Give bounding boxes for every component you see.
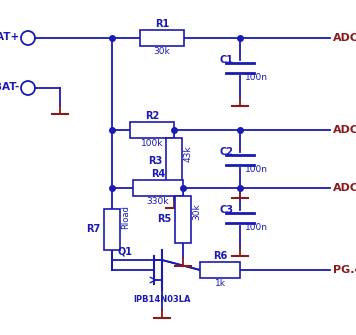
Text: R3: R3 xyxy=(148,156,162,166)
FancyBboxPatch shape xyxy=(133,180,183,196)
FancyBboxPatch shape xyxy=(130,122,174,138)
Text: 100n: 100n xyxy=(245,73,268,82)
Text: 330k: 330k xyxy=(147,198,169,206)
Text: C1: C1 xyxy=(220,55,234,65)
FancyBboxPatch shape xyxy=(166,138,182,185)
Text: IPB14N03LA: IPB14N03LA xyxy=(133,295,190,305)
Text: 1k: 1k xyxy=(215,279,225,288)
Text: 30k: 30k xyxy=(154,48,171,57)
Text: BAT+: BAT+ xyxy=(0,32,19,42)
Text: C3: C3 xyxy=(220,205,234,215)
FancyBboxPatch shape xyxy=(104,208,120,250)
Text: PG.4: PG.4 xyxy=(333,265,356,275)
Text: R5: R5 xyxy=(157,214,171,224)
Text: R4: R4 xyxy=(151,169,165,179)
Text: 100n: 100n xyxy=(245,223,268,232)
FancyBboxPatch shape xyxy=(175,196,191,243)
Text: 43k: 43k xyxy=(183,145,193,161)
Text: BAT-: BAT- xyxy=(0,82,19,92)
Text: R1: R1 xyxy=(155,19,169,29)
FancyBboxPatch shape xyxy=(140,30,184,46)
Text: Q1: Q1 xyxy=(118,247,133,257)
Text: ADC2: ADC2 xyxy=(333,125,356,135)
Text: R6: R6 xyxy=(213,251,227,261)
Text: R7: R7 xyxy=(86,224,100,234)
Text: 100n: 100n xyxy=(245,165,268,175)
Text: ADC3: ADC3 xyxy=(333,183,356,193)
Text: R2: R2 xyxy=(145,111,159,121)
FancyBboxPatch shape xyxy=(200,262,240,278)
Text: 30k: 30k xyxy=(193,203,201,219)
Text: Rload: Rload xyxy=(121,205,131,229)
Text: C2: C2 xyxy=(220,147,234,157)
Text: 100k: 100k xyxy=(141,139,163,148)
Text: ADC1: ADC1 xyxy=(333,33,356,43)
